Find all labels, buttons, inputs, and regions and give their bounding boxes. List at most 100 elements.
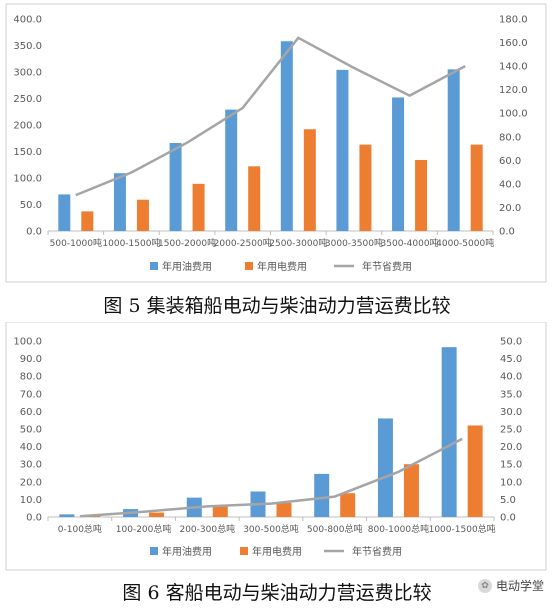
fig5-right-tick-label: 120.0 <box>499 85 528 96</box>
fig6-bar-electric <box>467 425 483 517</box>
fig6-left-tick-label: 60.0 <box>20 407 42 418</box>
fig6-bar-electric <box>403 464 419 517</box>
fig6-right-tick-label: 50.0 <box>500 337 522 348</box>
fig6-right-tick-label: 40.0 <box>500 372 522 383</box>
fig6-left-tick-label: 20.0 <box>20 477 42 488</box>
fig6-category-label: 800-1000总吨 <box>368 523 429 535</box>
fig5-left-tick-label: 300.0 <box>13 68 42 79</box>
fig6-left-tick-label: 50.0 <box>20 425 42 436</box>
fig6-bar-oil <box>59 514 75 517</box>
fig6-right-tick-label: 0.0 <box>500 513 516 524</box>
fig6-bar-oil <box>314 473 330 517</box>
fig6-bar-oil <box>441 347 457 517</box>
fig5-category-label: 3500-4000吨 <box>381 237 439 249</box>
fig5-category-label: 2500-3000吨 <box>269 237 327 249</box>
fig5-category-label: 3000-3500吨 <box>325 237 383 249</box>
fig6-category-label: 200-300总吨 <box>179 523 235 535</box>
fig5-bar-oil <box>225 109 238 231</box>
fig5-category-label: 500-1000吨 <box>50 237 102 249</box>
wechat-icon: ✿ <box>477 578 492 593</box>
fig5-bar-electric <box>359 144 372 231</box>
fig6-left-tick-label: 70.0 <box>20 389 42 400</box>
fig6-left-tick-label: 100.0 <box>13 337 42 348</box>
fig5-bar-oil <box>447 69 460 231</box>
fig5-bar-oil <box>113 173 126 231</box>
fig5-left-tick-label: 100.0 <box>13 174 42 185</box>
watermark: ✿ 电动学堂 <box>477 577 544 594</box>
fig5-right-tick-label: 40.0 <box>499 179 521 190</box>
fig6-right-tick-label: 30.0 <box>500 407 522 418</box>
fig5-left-tick-label: 400.0 <box>13 15 42 26</box>
fig5-bar-electric <box>415 159 428 231</box>
fig5-legend-label: 年用油费用 <box>162 260 212 273</box>
fig5-right-tick-label: 160.0 <box>499 38 528 49</box>
fig5-legend-swatch <box>150 262 158 270</box>
fig5-category-label: 1000-1500吨 <box>102 237 160 249</box>
container-ship-cost-chart: 0.0 50.0 100.0 150.0 200.0 250.0 300.0 350.0 400… <box>5 3 547 283</box>
fig5-category-label: 2000-2500吨 <box>214 237 272 249</box>
fig5-bar-electric <box>303 129 316 231</box>
fig5-left-tick-label: 50.0 <box>20 200 42 211</box>
fig6-legend-swatch <box>150 547 158 555</box>
fig5-bar-electric <box>81 211 94 231</box>
fig6-bar-electric <box>212 506 228 517</box>
fig5-savings-line <box>75 36 466 197</box>
fig6-left-tick-label: 90.0 <box>20 354 42 365</box>
fig6-right-tick-label: 15.0 <box>500 460 522 471</box>
fig5-bar-electric <box>470 144 483 231</box>
fig5-bar-oil <box>58 194 71 231</box>
fig6-bar-electric <box>149 512 165 517</box>
chart-panel-2: 0.0 10.0 20.0 30.0 40.0 50.0 60.0 70.0 80.0 90.0 1… <box>0 322 554 574</box>
figure-6-caption: 图 6 客船电动与柴油动力营运费比较 <box>122 582 432 604</box>
fig6-left-tick-label: 0.0 <box>26 513 42 524</box>
watermark-text: 电动学堂 <box>495 579 544 593</box>
fig5-bar-electric <box>192 183 205 231</box>
fig6-left-tick-label: 80.0 <box>20 372 42 383</box>
fig5-left-tick-label: 0.0 <box>26 227 42 238</box>
fig6-legend-label: 年用电费用 <box>252 545 302 558</box>
fig6-bar-electric <box>340 493 356 517</box>
fig6-right-tick-label: 10.0 <box>500 477 522 488</box>
fig5-left-tick-label: 150.0 <box>13 147 42 158</box>
fig5-bar-oil <box>336 69 349 231</box>
fig5-bar-oil <box>280 41 293 232</box>
fig5-right-tick-label: 60.0 <box>499 156 521 167</box>
fig6-category-label: 500-800总吨 <box>307 523 363 535</box>
fig5-bar-oil <box>392 97 405 231</box>
fig6-category-label: 0-100总吨 <box>58 523 102 535</box>
fig5-right-tick-label: 100.0 <box>499 109 528 120</box>
fig5-category-label: 1500-2000吨 <box>158 237 216 249</box>
fig5-category-label: 4000-5000吨 <box>436 237 494 249</box>
fig6-legend-label: 年用油费用 <box>162 545 212 558</box>
fig6-bar-oil <box>377 418 393 517</box>
fig5-left-tick-label: 350.0 <box>13 41 42 52</box>
fig6-left-tick-label: 30.0 <box>20 460 42 471</box>
fig6-category-label: 300-500总吨 <box>243 523 299 535</box>
fig5-right-tick-label: 140.0 <box>499 62 528 73</box>
fig6-category-label: 100-200总吨 <box>116 523 172 535</box>
fig6-left-tick-label: 40.0 <box>20 442 42 453</box>
fig6-bar-electric <box>276 502 292 517</box>
fig6-legend-label: 年节省费用 <box>352 545 402 558</box>
fig5-legend-label: 年节省费用 <box>362 260 412 273</box>
fig5-bar-electric <box>136 199 149 231</box>
fig6-category-label: 1000-1500总吨 <box>429 523 496 535</box>
fig6-legend-swatch <box>240 547 248 555</box>
fig5-left-tick-label: 200.0 <box>13 121 42 132</box>
fig5-bar-oil <box>169 143 182 231</box>
fig5-bar-electric <box>248 166 261 231</box>
fig6-right-tick-label: 5.0 <box>500 495 516 506</box>
passenger-ship-cost-chart: 0.0 10.0 20.0 30.0 40.0 50.0 60.0 70.0 80.0 90.0 1… <box>5 322 547 571</box>
fig5-right-tick-label: 180.0 <box>499 15 528 26</box>
fig5-left-tick-label: 250.0 <box>13 94 42 105</box>
fig5-right-tick-label: 80.0 <box>499 132 521 143</box>
fig6-savings-line <box>79 437 463 518</box>
fig5-legend-label: 年用电费用 <box>257 260 307 273</box>
fig5-right-tick-label: 0.0 <box>499 227 515 238</box>
fig6-right-tick-label: 35.0 <box>500 389 522 400</box>
fig6-right-tick-label: 45.0 <box>500 354 522 365</box>
chart-panel-1: 0.0 50.0 100.0 150.0 200.0 250.0 300.0 350.0 400… <box>0 0 554 288</box>
fig6-right-tick-label: 25.0 <box>500 425 522 436</box>
fig6-right-tick-label: 20.0 <box>500 442 522 453</box>
fig6-left-tick-label: 10.0 <box>20 495 42 506</box>
